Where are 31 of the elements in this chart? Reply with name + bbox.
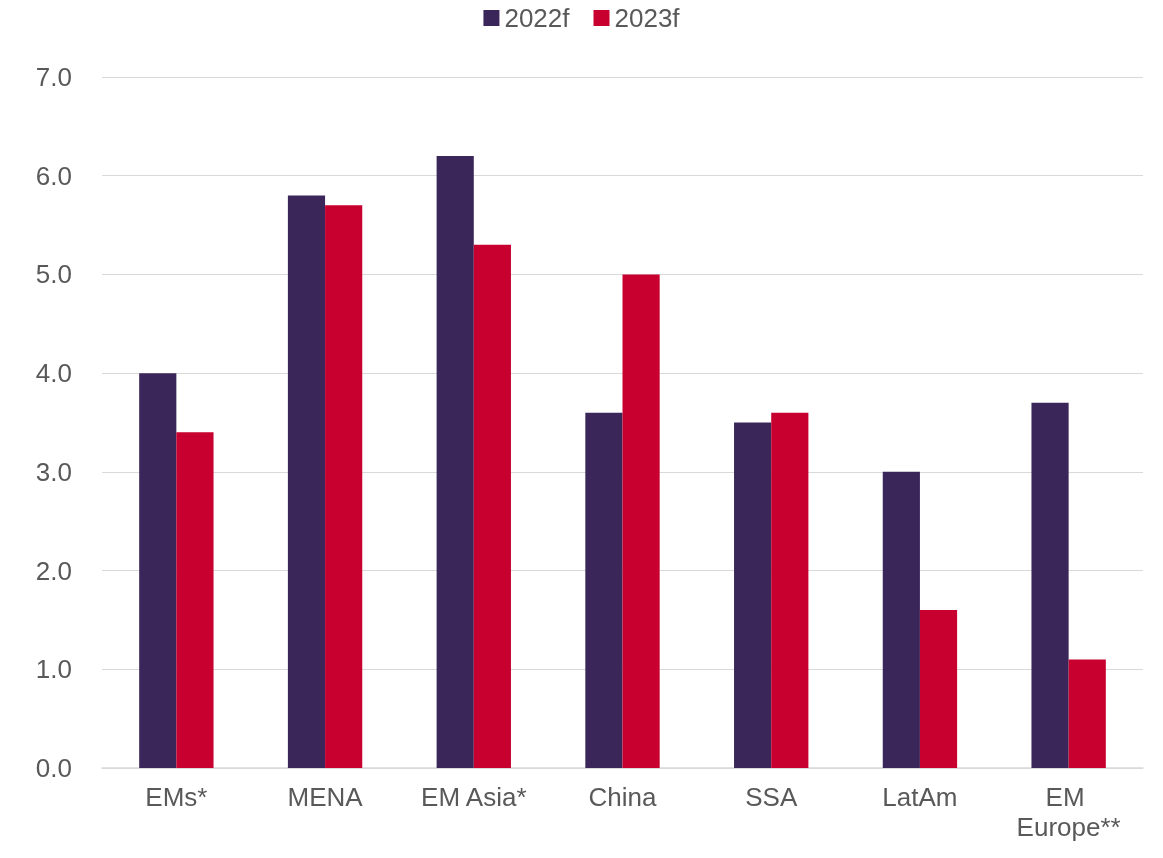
- y-tick-label: 3.0: [35, 456, 72, 487]
- bar: [1031, 402, 1069, 768]
- bar: [287, 195, 326, 768]
- bar: [473, 244, 511, 768]
- bar: [139, 373, 177, 768]
- y-tick-label: 5.0: [35, 259, 72, 290]
- bar: [436, 155, 474, 768]
- bar: [919, 610, 958, 768]
- y-tick-label: 2.0: [35, 555, 72, 586]
- x-tick-label: LatAm: [882, 782, 958, 812]
- x-tick-label: China: [588, 782, 657, 812]
- bar: [882, 471, 920, 768]
- x-tick-label: EM Asia*: [421, 782, 527, 812]
- x-tick-label: EM Europe**: [1016, 782, 1121, 842]
- y-tick-label: 0.0: [35, 753, 72, 783]
- legend-label: 2022f: [504, 3, 571, 33]
- y-tick-label: 1.0: [35, 654, 72, 685]
- bar: [622, 274, 660, 768]
- y-tick-label: 7.0: [35, 62, 72, 92]
- bar: [176, 432, 214, 768]
- x-tick-label: MENA: [287, 782, 364, 812]
- bar: [1068, 659, 1106, 768]
- bar: [734, 422, 772, 768]
- bar: [585, 412, 623, 768]
- x-tick-label: EMs*: [145, 782, 208, 812]
- x-tick-label: SSA: [745, 782, 798, 812]
- y-tick-label: 4.0: [35, 358, 72, 389]
- y-tick-label: 6.0: [35, 160, 72, 191]
- bar: [771, 412, 809, 768]
- bar: [325, 205, 363, 768]
- legend-label: 2023f: [614, 3, 681, 33]
